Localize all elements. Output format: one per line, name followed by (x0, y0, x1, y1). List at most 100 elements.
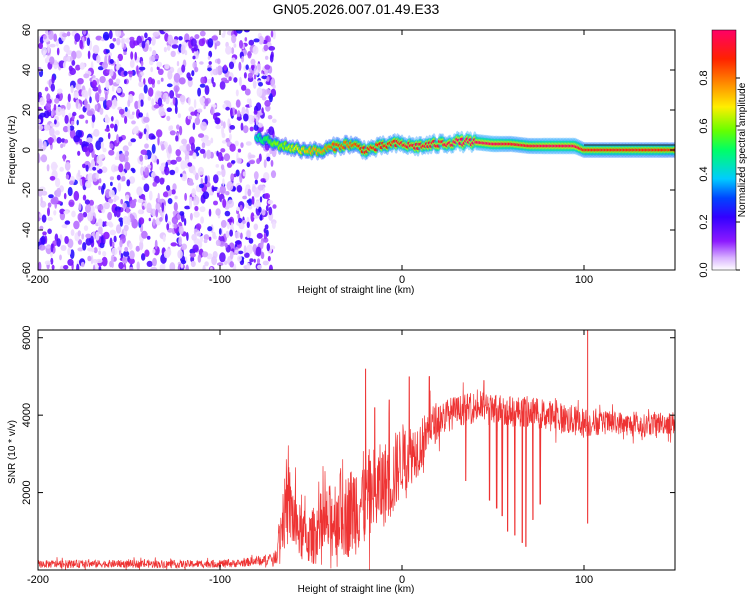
noise-blob (39, 97, 45, 106)
noise-blob (208, 61, 212, 65)
noise-blob (159, 264, 164, 270)
noise-blob (89, 199, 94, 206)
noise-blob (187, 76, 193, 81)
noise-blob (170, 242, 178, 247)
noise-blob (62, 265, 69, 270)
noise-blob (145, 130, 149, 141)
noise-blob (121, 38, 125, 49)
noise-blob (127, 70, 134, 75)
noise-blob (242, 195, 248, 200)
noise-blob (89, 96, 92, 104)
noise-blob (138, 112, 144, 118)
noise-blob (86, 103, 91, 112)
noise-blob (240, 232, 243, 240)
snr-panel: -200 -100 0 100 2000 4000 6000 Height of strai… (7, 325, 676, 595)
noise-blob (109, 229, 117, 236)
noise-blob (200, 177, 203, 185)
noise-blob (119, 219, 123, 227)
noise-blob (258, 206, 262, 213)
noise-blob (243, 245, 247, 254)
noise-blob (167, 70, 173, 80)
noise-blob (203, 238, 208, 244)
noise-blob (97, 66, 104, 71)
noise-blob (82, 146, 89, 153)
noise-blob (267, 199, 274, 205)
noise-blob (220, 148, 226, 153)
noise-blob (39, 36, 44, 45)
noise-blob (218, 151, 223, 162)
noise-blob (110, 254, 114, 264)
x-tick-label: -100 (209, 274, 231, 286)
noise-blob (92, 264, 96, 270)
noise-blob (69, 180, 74, 185)
noise-blob (151, 78, 155, 85)
noise-blob (70, 120, 75, 126)
noise-blob (146, 202, 152, 213)
noise-blob (47, 202, 52, 208)
noise-blob (70, 85, 74, 94)
noise-blob (267, 115, 273, 120)
noise-blob (156, 129, 163, 138)
noise-blob (129, 213, 133, 220)
noise-blob (49, 176, 56, 181)
noise-blob (143, 128, 147, 135)
colorbar-tick-label: 0.6 (698, 118, 710, 133)
noise-blob (262, 260, 269, 266)
noise-blob (47, 137, 54, 144)
noise-blob (138, 217, 145, 225)
noise-blob (249, 126, 254, 132)
noise-blob (134, 51, 137, 61)
x-tick-label: 100 (575, 574, 593, 586)
noise-blob (254, 179, 258, 185)
noise-blob (129, 59, 135, 68)
noise-blob (224, 242, 228, 248)
noise-blob (174, 105, 178, 114)
noise-blob (257, 122, 264, 128)
noise-blob (267, 255, 271, 262)
noise-blob (236, 185, 243, 193)
noise-blob (243, 30, 250, 33)
noise-blob (55, 106, 63, 117)
noise-blob (260, 178, 266, 183)
noise-blob (86, 37, 91, 46)
noise-blob (195, 231, 202, 237)
noise-blob (53, 210, 57, 216)
noise-blob (268, 126, 275, 136)
noise-blob (176, 124, 180, 130)
noise-blob (215, 208, 221, 216)
noise-blob (108, 30, 113, 40)
noise-blob (138, 73, 142, 83)
noise-blob (76, 263, 80, 270)
noise-blob (152, 31, 160, 37)
noise-blob (139, 240, 144, 251)
noise-blob (85, 119, 89, 124)
noise-blob (240, 142, 244, 149)
noise-blob (207, 55, 211, 60)
noise-blob (253, 223, 259, 231)
noise-blob (219, 185, 226, 194)
noise-blob (191, 70, 195, 77)
noise-blob (141, 230, 148, 239)
noise-blob (234, 240, 242, 245)
noise-blob (54, 119, 57, 125)
noise-blob (227, 199, 234, 208)
noise-blob (114, 123, 118, 132)
noise-blob (128, 258, 135, 265)
noise-blob (149, 55, 156, 62)
noise-blob (143, 183, 150, 192)
noise-blob (244, 187, 247, 198)
noise-blob (46, 93, 51, 102)
noise-blob (79, 138, 83, 146)
noise-blob (109, 143, 114, 149)
noise-blob (174, 195, 178, 200)
noise-blob (77, 150, 81, 156)
noise-blob (215, 164, 220, 168)
noise-blob (259, 196, 263, 203)
noise-blob (92, 86, 99, 92)
noise-blob (98, 97, 106, 102)
noise-blob (92, 166, 97, 171)
noise-blob (169, 130, 176, 136)
noise-blob (90, 255, 94, 265)
noise-blob (191, 233, 197, 241)
noise-blob (233, 43, 237, 48)
